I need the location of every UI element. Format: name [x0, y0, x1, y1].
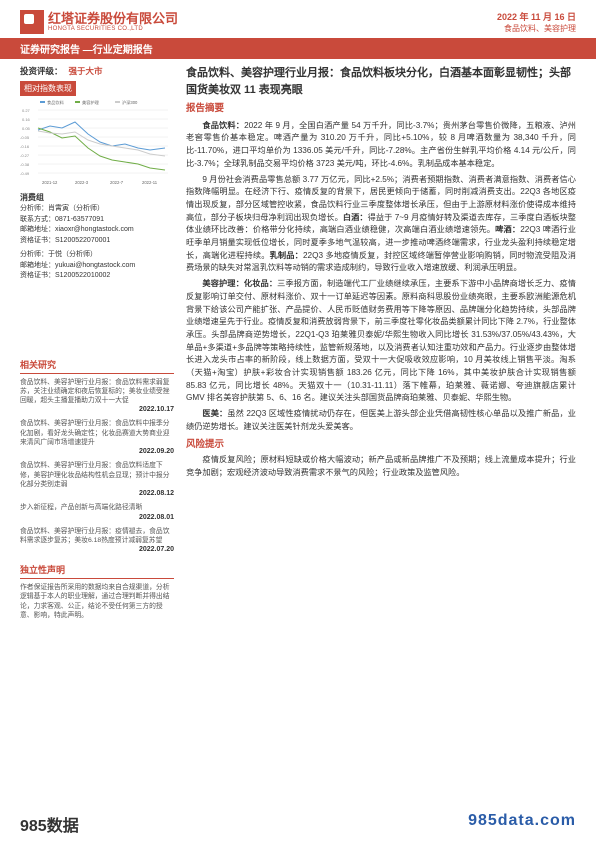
- related-research-title: 相关研究: [20, 358, 174, 374]
- svg-text:0.16: 0.16: [22, 117, 31, 122]
- svg-text:2021-12: 2021-12: [42, 180, 58, 185]
- svg-text:2022-11: 2022-11: [142, 180, 158, 185]
- sector-line: 食品饮料、美容护理: [497, 23, 576, 34]
- company-name-cn: 红塔证券股份有限公司: [48, 12, 178, 26]
- rating-row: 投资评级： 强于大市: [20, 65, 174, 77]
- analyst-1-phone: 联系方式：0871-63577091: [20, 215, 174, 226]
- svg-text:2022-7: 2022-7: [110, 180, 124, 185]
- svg-text:2022-3: 2022-3: [75, 180, 89, 185]
- label-beer: 啤酒：: [495, 225, 520, 234]
- related-date: 2022.10.17: [20, 405, 174, 414]
- svg-text:-0.27: -0.27: [20, 153, 30, 158]
- report-type-bar: 证券研究报告 —行业定期报告: [0, 38, 596, 59]
- left-column: 投资评级： 强于大市 相对指数表现 0.27 0.16 0.05 -0.05 -0…: [20, 65, 174, 621]
- risk-header: 风险提示: [186, 438, 576, 453]
- label-beauty: 美容护理：化妆品：: [202, 279, 277, 288]
- analyst-1-name: 分析师：肖霄寅（分析师）: [20, 204, 174, 215]
- index-perf-title: 相对指数表现: [20, 81, 76, 96]
- svg-text:-0.16: -0.16: [20, 144, 30, 149]
- logo-block: 红塔证券股份有限公司 HONGTA SECURITIES CO.,LTD: [20, 10, 178, 34]
- text-beauty: 三季报方面，制造端代工厂业绩继续承压，主要系下游中小品牌商增长乏力、疫情反复影响…: [186, 279, 576, 402]
- text-med-beauty: 虽然 22Q3 区域性疫情扰动仍存在，但医美上游头部企业凭借高韧性核心单品以及推…: [186, 409, 576, 431]
- page-footer: 985数据 985data.com: [0, 812, 596, 836]
- related-text: 食品饮料、美容护理行业月报：食品饮料适度下修，美容护理化妆品结构性机会显现；预计…: [20, 462, 170, 487]
- analyst-1-email: 邮箱地址：xiaoxr@hongtastock.com: [20, 225, 174, 236]
- consumer-group: 消费组: [20, 192, 174, 204]
- related-text: 食品饮料、美容护理行业月报：疫情褪去，食品饮料需求逐步复苏；美妆6.18热度预计…: [20, 528, 170, 544]
- analyst-2-email: 邮箱地址：yukuai@hongtastock.com: [20, 261, 174, 272]
- related-date: 2022.08.01: [20, 513, 174, 522]
- index-chart: 0.27 0.16 0.05 -0.05 -0.16 -0.27 -0.38 -…: [20, 98, 170, 188]
- header-right: 2022 年 11 月 16 日 食品饮料、美容护理: [497, 10, 576, 34]
- rating-label: 投资评级：: [20, 66, 63, 76]
- report-date: 2022 年 11 月 16 日: [497, 10, 576, 23]
- summary-header: 报告摘要: [186, 102, 576, 117]
- independence-text: 作者保证报告所采用的数据均来自合规渠道，分析逻辑基于本人的职业理解，通过合理判断…: [20, 583, 174, 621]
- paragraph-medical-beauty: 医美：虽然 22Q3 区域性疫情扰动仍存在，但医美上游头部企业凭借高韧性核心单品…: [186, 408, 576, 433]
- related-item: 食品饮料、美容护理行业月报：食品饮料中报季分化加剧，看好龙头确定性；化妆品赛道大…: [20, 419, 174, 456]
- paragraph-retail: 9 月份社会消费品零售总额 3.77 万亿元，同比+2.5%；消费者预期指数、消…: [186, 174, 576, 276]
- related-item: 食品饮料、美容护理行业月报：食品饮料需求弱复苏，关注业绩确定和夜后恢复标的；美妆…: [20, 378, 174, 415]
- svg-text:食品饮料: 食品饮料: [47, 99, 65, 106]
- label-dairy: 乳制品：: [270, 251, 303, 260]
- analyst-1-cert: 资格证书：S1200522070001: [20, 236, 174, 247]
- footer-right: 985data.com: [468, 812, 576, 836]
- svg-text:美容护理: 美容护理: [82, 99, 100, 106]
- related-text: 食品饮料、美容护理行业月报：食品饮料需求弱复苏，关注业绩确定和夜后恢复标的；美妆…: [20, 379, 170, 404]
- company-name-en: HONGTA SECURITIES CO.,LTD: [48, 26, 178, 32]
- related-text: 步入新征程，产品创新与高端化路径清晰: [20, 504, 142, 511]
- logo-icon: [20, 10, 44, 34]
- analyst-block: 消费组 分析师：肖霄寅（分析师） 联系方式：0871-63577091 邮箱地址…: [20, 192, 174, 282]
- rating-value: 强于大市: [69, 66, 103, 76]
- footer-left: 985数据: [20, 812, 79, 836]
- label-baijiu: 白酒：: [343, 213, 368, 222]
- related-item: 步入新征程，产品创新与高端化路径清晰 2022.08.01: [20, 503, 174, 522]
- risk-text: 疫情反复风险；原材料短缺或价格大幅波动；新产品或新品牌推广不及预期；线上流量成本…: [186, 454, 576, 479]
- analyst-2-name: 分析师：于悦（分析师）: [20, 250, 174, 261]
- paragraph-beauty: 美容护理：化妆品：三季报方面，制造端代工厂业绩继续承压，主要系下游中小品牌商增长…: [186, 278, 576, 405]
- related-date: 2022.09.20: [20, 447, 174, 456]
- svg-text:-0.38: -0.38: [20, 162, 30, 167]
- related-item: 食品饮料、美容护理行业月报：疫情褪去，食品饮料需求逐步复苏；美妆6.18热度预计…: [20, 527, 174, 555]
- label-food: 食品饮料：: [202, 121, 244, 130]
- page-header: 红塔证券股份有限公司 HONGTA SECURITIES CO.,LTD 202…: [0, 0, 596, 38]
- svg-text:-0.05: -0.05: [20, 135, 30, 140]
- svg-text:-0.49: -0.49: [20, 171, 30, 176]
- related-date: 2022.08.12: [20, 489, 174, 498]
- svg-text:0.27: 0.27: [22, 108, 31, 113]
- related-date: 2022.07.20: [20, 545, 174, 554]
- analyst-2-cert: 资格证书：S1200522010002: [20, 271, 174, 282]
- main-title: 食品饮料、美容护理行业月报：食品饮料板块分化，白酒基本面彰显韧性；头部国货美妆双…: [186, 65, 576, 98]
- svg-text:0.05: 0.05: [22, 126, 31, 131]
- label-med-beauty: 医美：: [202, 409, 227, 418]
- related-text: 食品饮料、美容护理行业月报：食品饮料中报季分化加剧，看好龙头确定性；化妆品赛道大…: [20, 420, 170, 445]
- svg-text:沪深300: 沪深300: [122, 99, 138, 106]
- paragraph-food-beverage: 食品饮料：2022 年 9 月，全国白酒产量 54 万千升，同比-3.7%；贵州…: [186, 120, 576, 171]
- text-food: 2022 年 9 月，全国白酒产量 54 万千升，同比-3.7%；贵州茅台零售价…: [186, 121, 576, 168]
- right-column: 食品饮料、美容护理行业月报：食品饮料板块分化，白酒基本面彰显韧性；头部国货美妆双…: [186, 65, 576, 621]
- related-item: 食品饮料、美容护理行业月报：食品饮料适度下修，美容护理化妆品结构性机会显现；预计…: [20, 461, 174, 498]
- independence-title: 独立性声明: [20, 563, 174, 579]
